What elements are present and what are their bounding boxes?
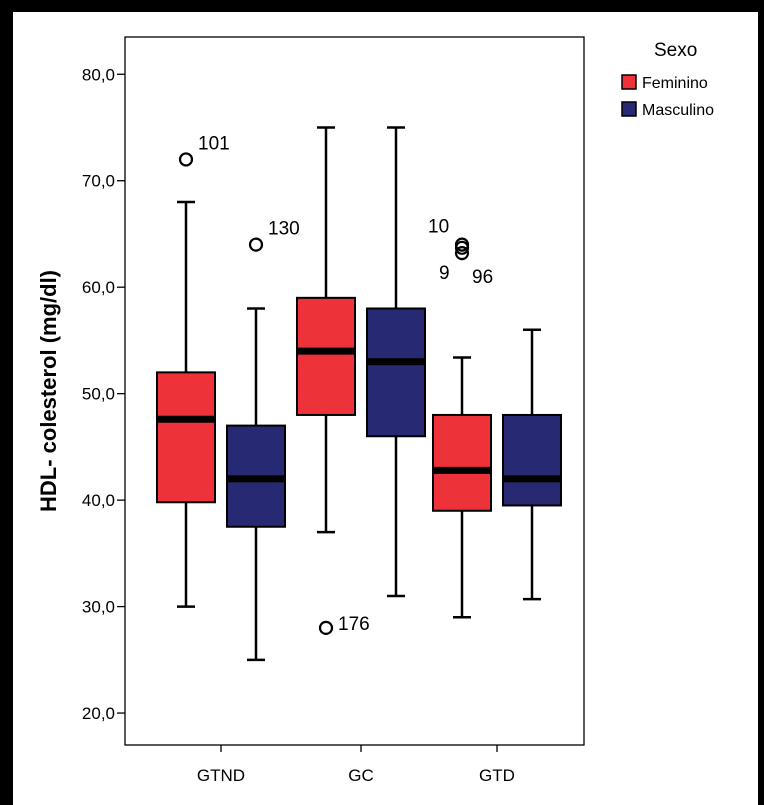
legend-swatch xyxy=(621,74,637,90)
outlier-point xyxy=(178,152,194,167)
box-iqr xyxy=(502,413,562,507)
y-tick-label: 40,0 xyxy=(82,491,115,510)
x-tick-label: GTD xyxy=(479,766,515,785)
boxes: 101 176 10 9 130 96 xyxy=(156,126,562,662)
y-tick-label: 60,0 xyxy=(82,278,115,297)
outlier-point xyxy=(454,246,470,261)
outlier-label: 96 xyxy=(472,267,493,288)
outlier-labels: 101 176 10 9 130 96 xyxy=(198,133,493,634)
outlier-label: 176 xyxy=(338,614,370,635)
box-masculino-gtd xyxy=(502,328,562,601)
x-tick-label: GTND xyxy=(197,766,245,785)
x-tick-label: GC xyxy=(348,766,374,785)
legend-title: Sexo xyxy=(654,40,697,61)
box-iqr xyxy=(432,413,492,512)
box-feminino-gtd xyxy=(432,237,492,619)
outlier-label: 101 xyxy=(198,133,230,154)
box-iqr xyxy=(296,296,356,416)
box-feminino-gc xyxy=(296,126,356,635)
outlier-label: 9 xyxy=(439,263,450,284)
y-axis-title: HDL- colesterol (mg/dl) xyxy=(36,270,61,512)
box-feminino-gtnd xyxy=(156,152,216,608)
box-iqr xyxy=(366,307,426,438)
box-masculino-gc xyxy=(366,126,426,598)
y-tick-label: 70,0 xyxy=(82,172,115,191)
outlier-label: 130 xyxy=(268,219,300,240)
y-tick-label: 20,0 xyxy=(82,704,115,723)
y-tick-label: 50,0 xyxy=(82,385,115,404)
legend-label: Feminino xyxy=(642,75,708,92)
box-iqr xyxy=(156,371,216,504)
y-axis: 20,0 30,0 40,0 50,0 60,0 70,0 80,0 xyxy=(82,65,125,723)
x-axis: GTND GC GTD xyxy=(197,745,515,785)
y-tick-label: 30,0 xyxy=(82,598,115,617)
outlier-point xyxy=(248,237,264,252)
legend-label: Masculino xyxy=(642,102,714,119)
outlier-point xyxy=(318,620,334,635)
y-tick-label: 80,0 xyxy=(82,65,115,84)
legend-swatch xyxy=(621,101,637,117)
box-masculino-gtnd xyxy=(226,237,286,662)
outlier-label: 10 xyxy=(428,217,449,238)
outlier-point xyxy=(454,240,470,255)
plot-area xyxy=(124,36,585,746)
legend: Sexo Feminino Masculino xyxy=(621,40,714,119)
